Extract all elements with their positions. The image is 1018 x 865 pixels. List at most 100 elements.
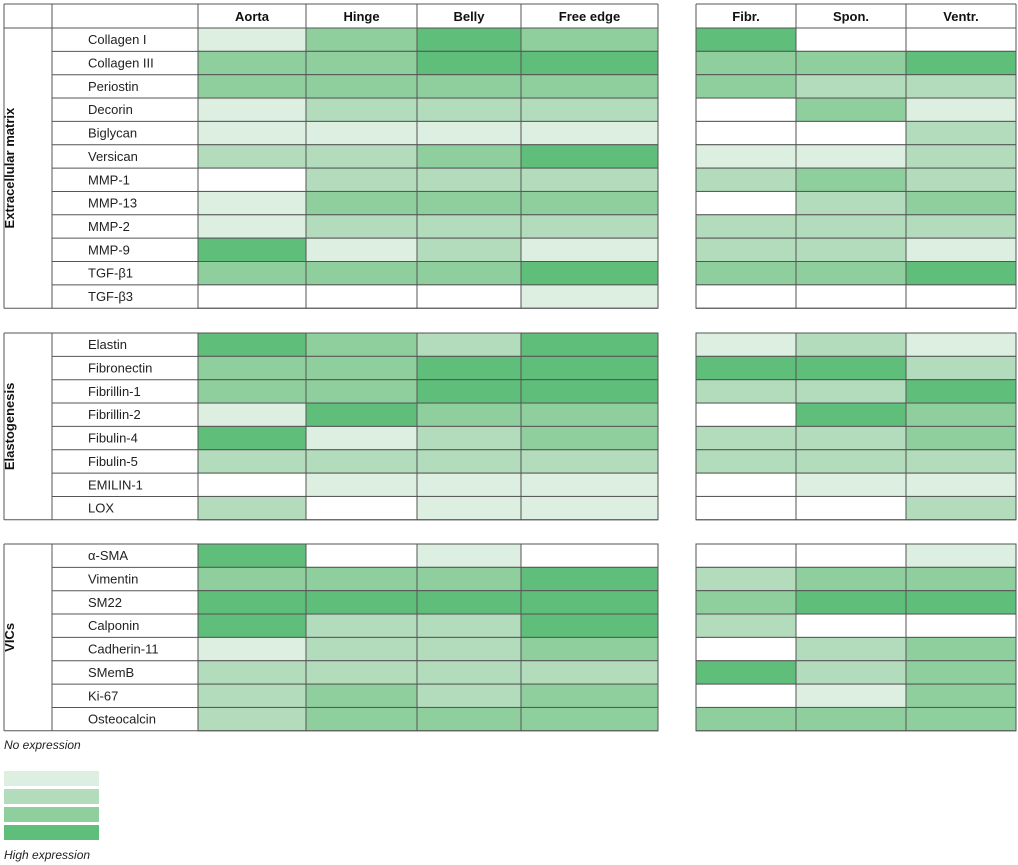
heatmap-cell [416, 425, 522, 451]
heatmap-cell [305, 355, 418, 381]
heatmap-cell [795, 379, 907, 404]
heatmap-cell [695, 355, 797, 381]
heatmap-cell [905, 636, 1017, 662]
row-label: Decorin [88, 102, 133, 117]
heatmap-cell [795, 214, 907, 239]
section-label: Extracellular matrix [2, 107, 17, 228]
heatmap-cell [795, 97, 907, 122]
heatmap-cell [520, 332, 659, 357]
row-label: TGF-β3 [88, 289, 133, 304]
heatmap-cell [416, 190, 522, 216]
heatmap-cell [520, 613, 659, 638]
heatmap-cell [905, 167, 1017, 192]
row-label: Fibrillin-2 [88, 407, 141, 422]
legend-swatch-1 [4, 771, 99, 786]
heatmap-cell [905, 74, 1017, 99]
heatmap-cell [795, 120, 907, 146]
heatmap-cell [520, 167, 659, 192]
heatmap-cell [305, 284, 418, 309]
heatmap-cell [520, 636, 659, 662]
legend-swatch-2 [4, 789, 99, 804]
heatmap-cell [520, 660, 659, 685]
heatmap-cell [695, 449, 797, 474]
heatmap-cell [520, 27, 659, 52]
heatmap-cell [197, 706, 307, 732]
heatmap-cell [197, 97, 307, 122]
heatmap-cell [197, 167, 307, 192]
heatmap-cell [905, 214, 1017, 239]
heatmap-cell [197, 449, 307, 474]
section-label: VICs [2, 623, 17, 652]
row-label: EMILIN-1 [88, 477, 143, 492]
heatmap-cell [695, 167, 797, 192]
heatmap-cell [905, 284, 1017, 309]
heatmap-cell [416, 284, 522, 309]
heatmap-cell [520, 495, 659, 521]
heatmap-cell [795, 706, 907, 732]
heatmap-cell [416, 27, 522, 52]
column-header: Fibr. [732, 9, 759, 24]
heatmap-cell [795, 284, 907, 309]
column-header: Spon. [833, 9, 869, 24]
heatmap-cell [795, 167, 907, 192]
heatmap-cell [416, 74, 522, 99]
heatmap-cell [695, 27, 797, 52]
heatmap-cell [695, 402, 797, 427]
heatmap-cell [520, 543, 659, 568]
row-label: Cadherin-11 [88, 642, 159, 657]
heatmap-cell [305, 613, 418, 638]
heatmap-cell [305, 660, 418, 685]
row-label: Vimentin [88, 572, 138, 587]
heatmap-cell [197, 472, 307, 497]
heatmap-cell [905, 97, 1017, 122]
heatmap-cell [305, 543, 418, 568]
heatmap-cell [305, 120, 418, 146]
heatmap-cell [520, 590, 659, 615]
row-label: Osteocalcin [88, 712, 156, 727]
column-header: Ventr. [943, 9, 978, 24]
heatmap-cell [197, 543, 307, 568]
heatmap-cell [905, 379, 1017, 404]
heatmap-cell [305, 683, 418, 708]
heatmap-cell [520, 472, 659, 497]
heatmap-cell [520, 566, 659, 592]
legend-swatch-4 [4, 825, 99, 840]
heatmap-cell [695, 706, 797, 732]
heatmap-cell [197, 120, 307, 146]
heatmap-cell [305, 144, 418, 169]
row-label: Versican [88, 149, 138, 164]
column-header: Free edge [559, 9, 620, 24]
column-header: Hinge [343, 9, 379, 24]
heatmap-cell [416, 332, 522, 357]
heatmap-cell [305, 214, 418, 239]
row-label: α-SMA [88, 548, 128, 563]
heatmap-cell [695, 97, 797, 122]
heatmap-cell [305, 495, 418, 521]
heatmap-cell [416, 566, 522, 592]
heatmap-cell [795, 472, 907, 497]
heatmap-cell [520, 74, 659, 99]
heatmap-cell [795, 261, 907, 286]
heatmap-cell [695, 50, 797, 76]
heatmap-cell [416, 355, 522, 381]
heatmap-cell [695, 425, 797, 451]
heatmap-cell [416, 379, 522, 404]
heatmap-cell [905, 590, 1017, 615]
heatmap-cell [695, 190, 797, 216]
heatmap-cell [695, 683, 797, 708]
heatmap-cell [416, 237, 522, 262]
heatmap-cell [905, 660, 1017, 685]
heatmap-cell [416, 120, 522, 146]
heatmap-cell [695, 120, 797, 146]
heatmap-cell [795, 449, 907, 474]
row-label: SMemB [88, 665, 134, 680]
heatmap-cell [305, 332, 418, 357]
heatmap-cell [197, 683, 307, 708]
heatmap-cell [416, 543, 522, 568]
heatmap-cell [197, 425, 307, 451]
heatmap-cell [197, 50, 307, 76]
heatmap-cell [695, 284, 797, 309]
row-label: Fibulin-5 [88, 454, 138, 469]
heatmap-cell [197, 660, 307, 685]
row-label: Periostin [88, 79, 139, 94]
